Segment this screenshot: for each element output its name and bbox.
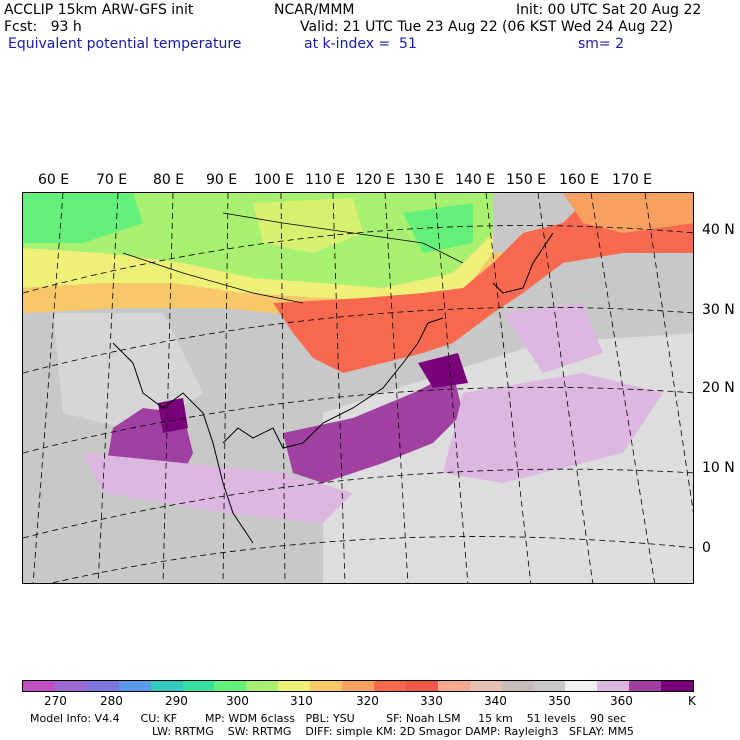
colorbar-swatch — [469, 681, 502, 691]
colorbar-swatch — [437, 681, 470, 691]
colorbar — [22, 680, 694, 692]
colorbar-swatch — [23, 681, 55, 691]
lon-label: 150 E — [506, 172, 547, 188]
colorbar-tick: 340 — [484, 694, 507, 708]
colorbar-swatch — [118, 681, 151, 691]
model-info-line1: Model Info: V4.4 CU: KF MP: WDM 6class P… — [30, 712, 627, 725]
lon-label: 80 E — [153, 172, 185, 188]
colorbar-swatch — [565, 681, 598, 691]
lat-label: 10 N — [702, 460, 735, 476]
colorbar-tick: 270 — [44, 694, 67, 708]
lon-label: 60 E — [38, 172, 70, 188]
model-title: ACCLIP 15km ARW-GFS init — [4, 2, 194, 18]
map-canvas — [23, 193, 693, 583]
lon-label: 100 E — [254, 172, 295, 188]
colorbar-swatch — [597, 681, 630, 691]
map-panel — [22, 192, 694, 584]
lon-label: 130 E — [404, 172, 445, 188]
colorbar-tick: 280 — [100, 694, 123, 708]
colorbar-swatch — [214, 681, 247, 691]
lon-label: 160 E — [559, 172, 600, 188]
lon-label: 70 E — [96, 172, 128, 188]
colorbar-swatch — [629, 681, 662, 691]
forecast-hour: Fcst: 93 h — [4, 19, 82, 35]
colorbar-swatch — [54, 681, 87, 691]
colorbar-swatch — [501, 681, 534, 691]
colorbar-swatch — [246, 681, 279, 691]
colorbar-tick: 320 — [356, 694, 379, 708]
lon-label: 110 E — [305, 172, 346, 188]
colorbar-tick: 330 — [420, 694, 443, 708]
colorbar-swatch — [86, 681, 119, 691]
colorbar-swatch — [533, 681, 566, 691]
colorbar-tick: 290 — [165, 694, 188, 708]
colorbar-tick: 300 — [226, 694, 249, 708]
colorbar-tick: 310 — [290, 694, 313, 708]
colorbar-swatch — [342, 681, 374, 691]
lon-label: 170 E — [612, 172, 653, 188]
colorbar-swatch — [278, 681, 311, 691]
lon-label: 120 E — [355, 172, 396, 188]
colorbar-swatch — [373, 681, 406, 691]
colorbar-swatch — [661, 681, 694, 691]
lon-label: 140 E — [455, 172, 496, 188]
lat-label: 0 — [702, 540, 711, 556]
lon-label: 90 E — [206, 172, 238, 188]
colorbar-swatch — [150, 681, 183, 691]
lat-label: 40 N — [702, 222, 735, 238]
center-title: NCAR/MMM — [274, 2, 355, 18]
field-name: Equivalent potential temperature — [8, 36, 242, 52]
level-index: at k-index = 51 — [304, 36, 417, 52]
colorbar-swatch — [405, 681, 438, 691]
colorbar-swatch — [310, 681, 343, 691]
colorbar-swatch — [182, 681, 215, 691]
colorbar-tick: 360 — [610, 694, 633, 708]
lat-label: 20 N — [702, 380, 735, 396]
lat-label: 30 N — [702, 302, 735, 318]
model-info-line2: LW: RRTMG SW: RRTMG DIFF: simple KM: 2D … — [152, 725, 634, 738]
colorbar-unit: K — [688, 694, 696, 708]
colorbar-tick: 350 — [548, 694, 571, 708]
init-time: Init: 00 UTC Sat 20 Aug 22 — [516, 2, 702, 18]
smoothing: sm= 2 — [578, 36, 625, 52]
valid-time: Valid: 21 UTC Tue 23 Aug 22 (06 KST Wed … — [300, 19, 674, 35]
